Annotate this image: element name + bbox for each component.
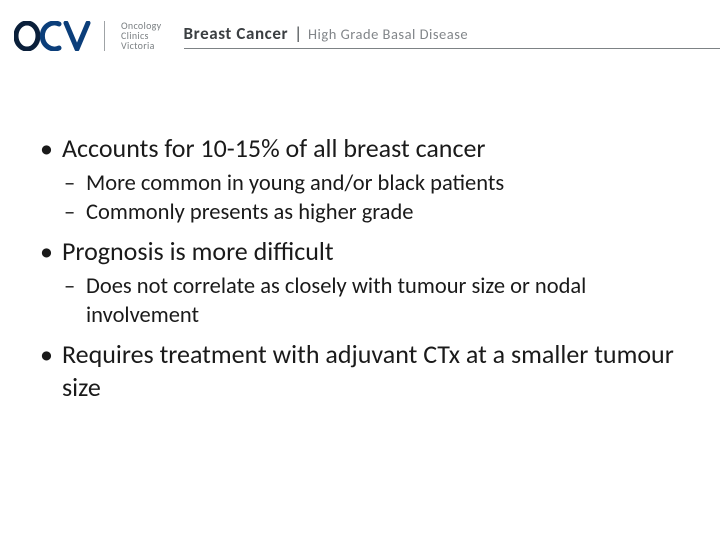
slide: Oncology Clinics Victoria Breast Cancer … — [0, 0, 720, 540]
list-item: More common in young and/or black patien… — [62, 169, 684, 198]
list-item: Commonly presents as higher grade — [62, 198, 684, 227]
logo-text: Oncology Clinics Victoria — [121, 21, 162, 51]
slide-header: Oncology Clinics Victoria Breast Cancer … — [14, 14, 720, 58]
bullet-list: Accounts for 10-15% of all breast cancer… — [36, 132, 684, 403]
bullet-text: Accounts for 10-15% of all breast cancer — [62, 132, 485, 164]
list-item: Accounts for 10-15% of all breast cancer… — [36, 132, 684, 227]
ocv-logo-icon — [14, 21, 92, 51]
sub-bullet-list: More common in young and/or black patien… — [62, 169, 684, 228]
sub-bullet-list: Does not correlate as closely with tumou… — [62, 272, 684, 331]
bullet-text: Commonly presents as higher grade — [86, 199, 413, 226]
bullet-text: Does not correlate as closely with tumou… — [86, 273, 586, 329]
page-title: Breast Cancer — [184, 23, 289, 44]
list-item: Does not correlate as closely with tumou… — [62, 272, 684, 331]
logo: Oncology Clinics Victoria — [14, 21, 162, 51]
bullet-text: Requires treatment with adjuvant CTx at … — [62, 338, 674, 403]
list-item: Requires treatment with adjuvant CTx at … — [36, 338, 684, 403]
title-separator: | — [294, 23, 302, 44]
page-subtitle: High Grade Basal Disease — [308, 25, 468, 43]
slide-content: Accounts for 10-15% of all breast cancer… — [36, 132, 684, 409]
bullet-text: Prognosis is more difficult — [62, 235, 334, 267]
list-item: Prognosis is more difficult Does not cor… — [36, 235, 684, 330]
bullet-text: More common in young and/or black patien… — [86, 170, 504, 197]
title-block: Breast Cancer | High Grade Basal Disease — [184, 23, 720, 49]
logo-divider — [104, 21, 105, 51]
logo-text-line-3: Victoria — [121, 41, 162, 51]
